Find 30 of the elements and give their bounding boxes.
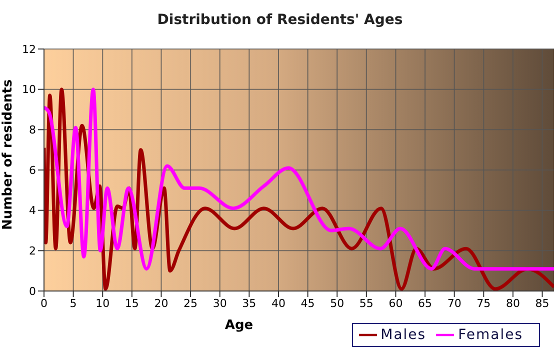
chart-title: Distribution of Residents' Ages [156,12,404,28]
x-tick-label: 25 [184,296,198,310]
y-tick-label: 0 [29,284,36,298]
y-tick-label: 6 [29,164,36,177]
x-tick-label: 50 [330,296,344,310]
x-tick-label: 0 [40,296,48,310]
x-tick-label: 15 [124,296,139,310]
x-tick-label: 45 [300,296,315,310]
x-tick-label: 55 [359,296,374,310]
x-tick-label: 80 [506,296,520,310]
x-tick-label: 75 [476,296,491,310]
x-tick-label: 10 [96,296,110,310]
x-tick-label: 30 [212,296,227,310]
legend-label: Females [458,326,523,343]
y-axis-title: Number of residents [0,79,16,230]
x-tick-label: 40 [271,296,286,310]
x-tick-label: 35 [242,296,256,310]
y-tick-label: 4 [29,204,36,218]
y-tick-label: 2 [29,244,36,258]
x-tick-label: 85 [535,296,550,310]
legend-label: Males [380,326,426,343]
x-tick-label: 20 [154,296,168,310]
x-tick-label: 65 [418,296,432,310]
y-tick-label: 8 [29,124,36,137]
y-tick-label: 12 [22,42,36,56]
y-tick-label: 10 [22,83,36,96]
x-tick-label: 60 [388,296,403,310]
x-axis-title: Age [224,318,254,333]
x-tick-label: 5 [70,296,77,310]
x-tick-label: 70 [447,296,462,310]
